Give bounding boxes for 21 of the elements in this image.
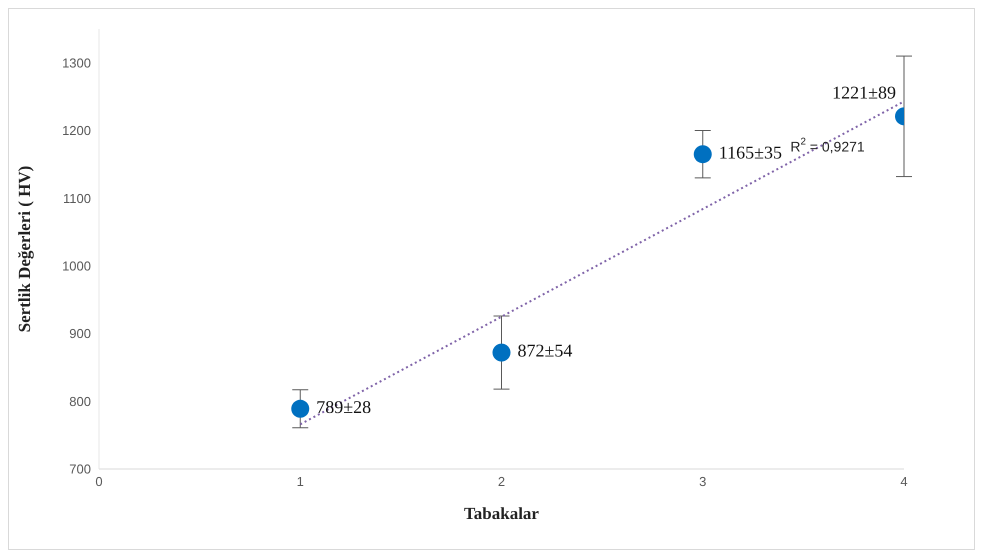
x-tick-label: 2 (498, 474, 506, 490)
point (492, 344, 510, 362)
x-axis-title: Tabakalar (464, 504, 540, 523)
annotation: R$^{2}$ = 0,9271 (790, 136, 865, 154)
y-axis-title: Sertlik Değerleri ( HV) (15, 166, 34, 332)
y-tick-label: 700 (69, 462, 91, 477)
data-label: 789±28 (316, 396, 372, 417)
x-tick-label: 1 (296, 474, 304, 490)
y-tick-label: 800 (69, 394, 91, 409)
data-label: 1221±89 (832, 82, 896, 102)
y-tick-label: 1100 (63, 190, 91, 206)
y-tick-label: 1300 (62, 55, 91, 70)
x-tick-label: 4 (900, 474, 908, 490)
y-tick-label: 1000 (62, 258, 91, 274)
x-tick-label: 3 (699, 474, 706, 490)
x-tick-label: 0 (95, 474, 103, 490)
data-label: 872±54 (518, 340, 572, 361)
y-tick-label: 900 (69, 326, 91, 342)
data-label: 1165±35 (718, 142, 782, 162)
y-tick-label: 1200 (62, 123, 91, 138)
point (291, 400, 310, 418)
